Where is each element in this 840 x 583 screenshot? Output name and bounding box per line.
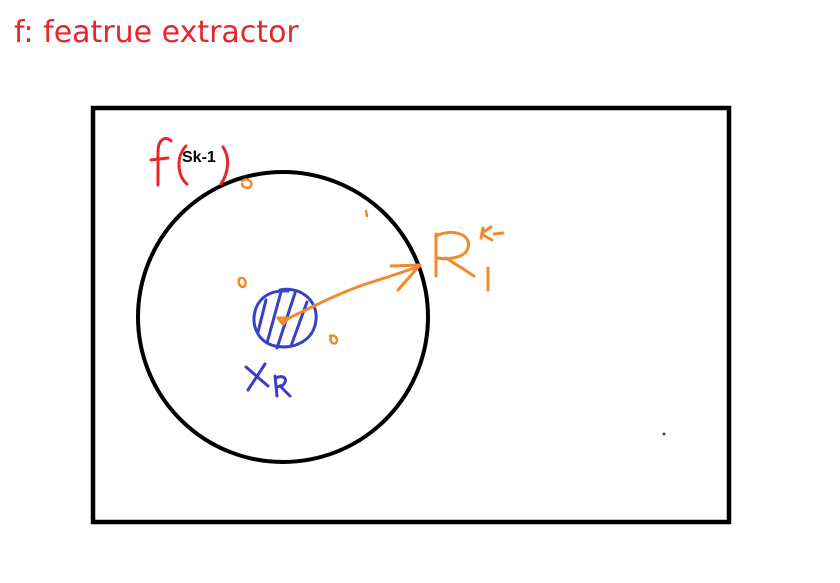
- sample-point: [328, 334, 339, 345]
- stray-dot: [662, 432, 666, 436]
- sample-point: [240, 178, 253, 189]
- function-f-handwritten: [149, 137, 230, 187]
- center-label-handwritten: [244, 362, 292, 398]
- page-title: f: featrue extractor: [14, 15, 299, 50]
- sample-point: [364, 209, 369, 218]
- radius-label-handwritten: [434, 225, 505, 292]
- sample-point: [237, 276, 247, 289]
- radius-arrow: [276, 263, 422, 326]
- neighborhood-circle: [136, 170, 430, 464]
- function-argument-label: Sk-1: [182, 149, 216, 166]
- outer-frame: [90, 105, 732, 525]
- sample-points: [237, 178, 369, 345]
